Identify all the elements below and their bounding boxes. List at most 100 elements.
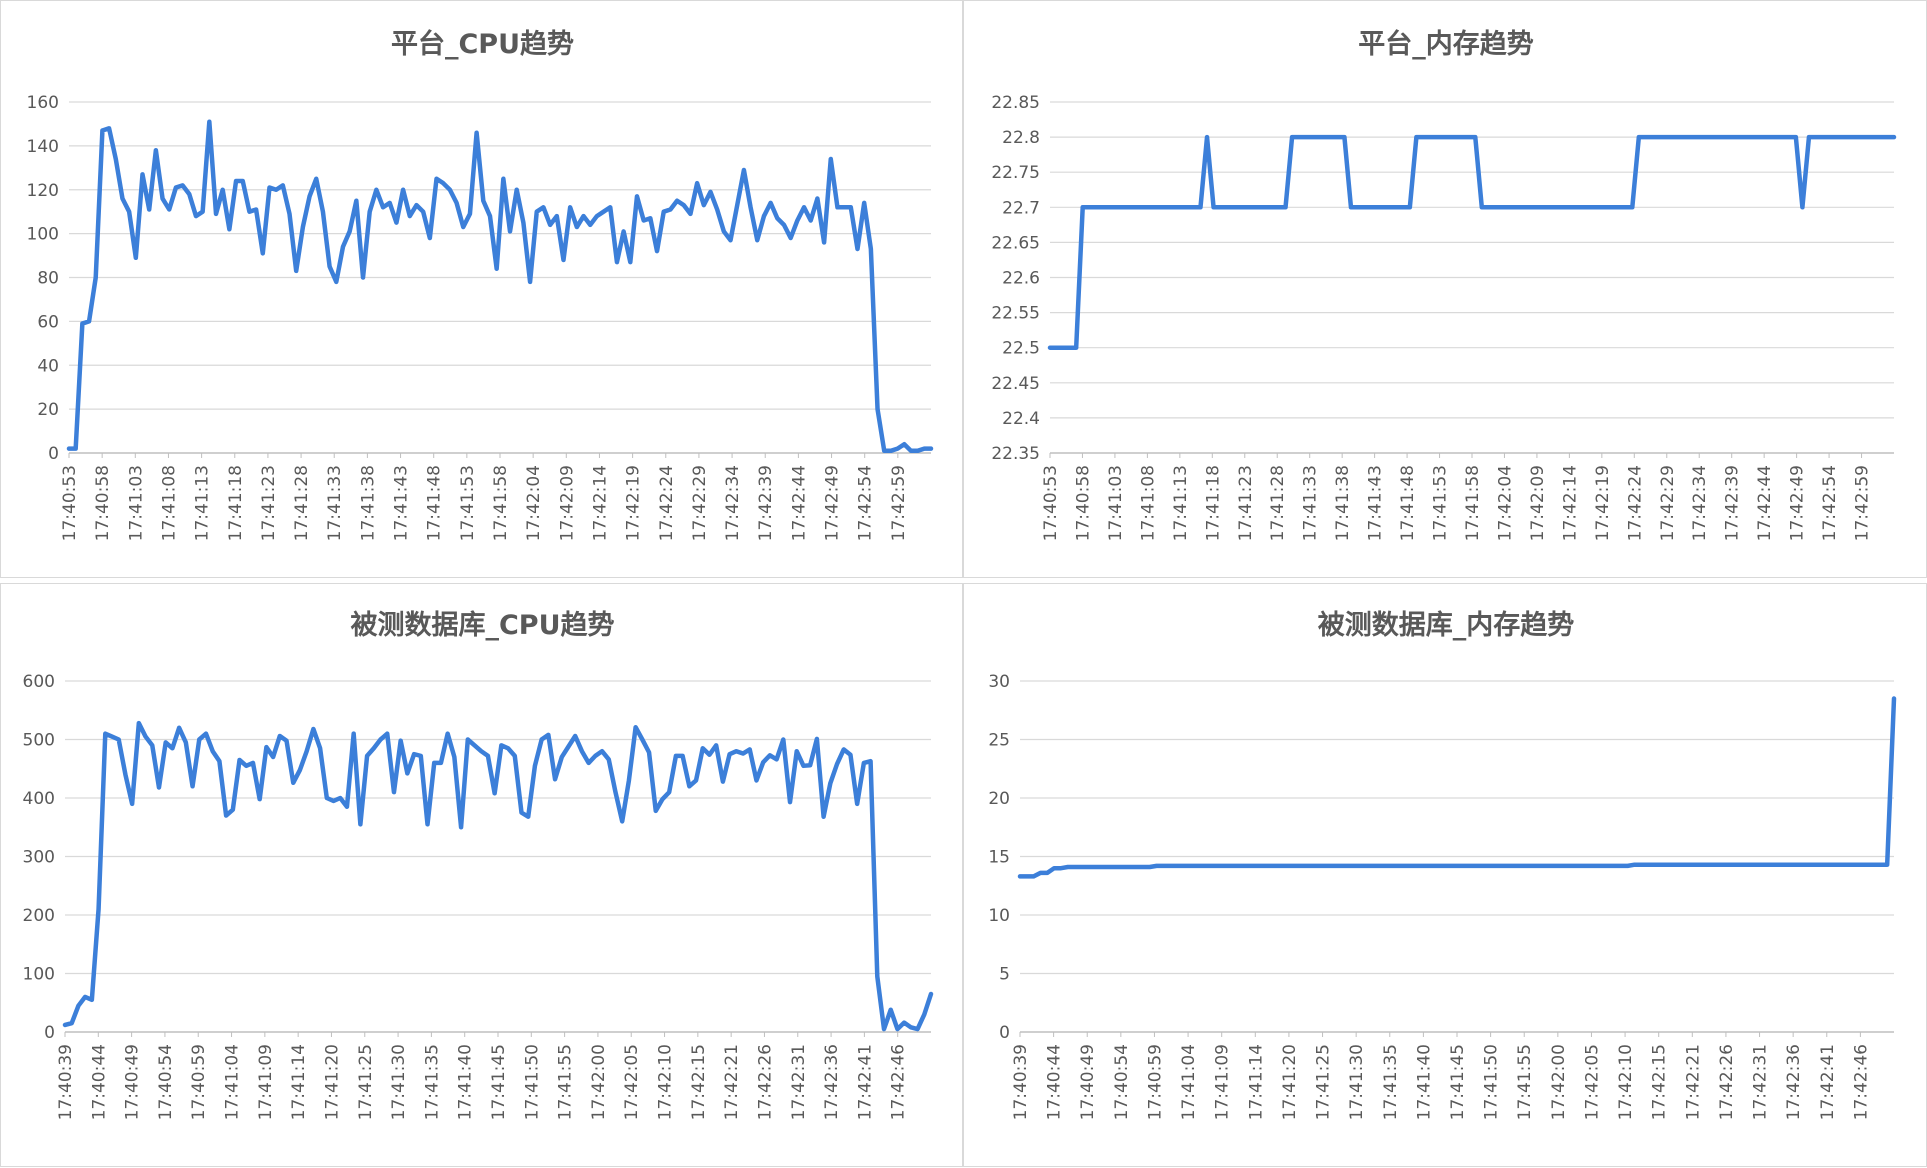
db-memory-x-tick-label: 17:42:36 xyxy=(1784,1044,1804,1120)
platform-cpu-x-tick-label: 17:41:33 xyxy=(325,465,345,541)
db-memory-x-tick-label: 17:42:00 xyxy=(1549,1044,1569,1120)
db-cpu-x-tick-label: 17:41:14 xyxy=(289,1044,309,1120)
platform-memory-x-tick-label: 17:42:49 xyxy=(1788,465,1808,541)
platform-cpu-y-tick-label: 100 xyxy=(27,225,59,245)
db-memory-y-tick-label: 30 xyxy=(988,672,1010,692)
db-memory-y-tick-label: 20 xyxy=(988,789,1010,809)
platform-cpu-x-tick-label: 17:41:13 xyxy=(193,465,213,541)
db-cpu-y-tick-label: 400 xyxy=(23,789,55,809)
db-memory-title: 被测数据库_内存趋势 xyxy=(1318,610,1575,641)
platform-memory-y-tick-label: 22.75 xyxy=(991,163,1040,183)
db-memory-x-tick-label: 17:41:20 xyxy=(1280,1044,1300,1120)
db-memory-x-tick-label: 17:40:39 xyxy=(1011,1044,1031,1120)
db-memory-x-tick-label: 17:42:21 xyxy=(1683,1044,1703,1120)
db-cpu-x-tick-label: 17:41:55 xyxy=(556,1044,576,1120)
platform-cpu-x-tick-label: 17:40:53 xyxy=(60,465,80,541)
db-cpu-x-tick-label: 17:41:09 xyxy=(256,1044,276,1120)
platform-memory-series-line xyxy=(1047,134,1897,350)
platform-cpu-x-tick-label: 17:42:14 xyxy=(590,465,610,541)
platform-memory-y-tick-label: 22.65 xyxy=(991,233,1040,253)
platform-memory-y-tick-label: 22.6 xyxy=(1002,269,1040,289)
db-memory-x-tick-label: 17:42:41 xyxy=(1818,1044,1838,1120)
platform-memory-y-tick-label: 22.7 xyxy=(1002,198,1040,218)
platform-memory-x-tick-label: 17:42:19 xyxy=(1593,465,1613,541)
db-cpu-x-tick-label: 17:41:40 xyxy=(456,1044,476,1120)
db-memory-series-line xyxy=(1017,696,1897,879)
platform-cpu-y-tick-label: 40 xyxy=(37,356,59,376)
platform-cpu-x-tick-label: 17:42:39 xyxy=(756,465,776,541)
chart-panel-db-cpu: 被测数据库_CPU趋势 0 100 200 300 400 500 600 17:40:39 17… xyxy=(0,583,963,1167)
platform-memory-x-tick-label: 17:42:29 xyxy=(1658,465,1678,541)
db-memory-x-tick-label: 17:41:45 xyxy=(1448,1044,1468,1120)
chart-svg-platform-cpu: 平台_CPU趋势 0 20 40 60 80 100 120 140 160 17:40:53 17:… xyxy=(27,28,934,541)
platform-memory-x-tick-label: 17:41:03 xyxy=(1106,465,1126,541)
platform-memory-x-tick-label: 17:41:58 xyxy=(1463,465,1483,541)
db-cpu-y-tick-label: 200 xyxy=(23,906,55,926)
db-cpu-x-tick-label: 17:41:20 xyxy=(322,1044,342,1120)
platform-cpu-x-tick-label: 17:41:23 xyxy=(259,465,279,541)
platform-cpu-x-tick-label: 17:42:29 xyxy=(690,465,710,541)
platform-memory-x-tick-label: 17:42:04 xyxy=(1495,465,1515,541)
db-memory-y-tick-label: 5 xyxy=(999,965,1010,985)
platform-cpu-x-tick-label: 17:40:58 xyxy=(93,465,113,541)
db-cpu-x-tick-label: 17:42:00 xyxy=(589,1044,609,1120)
db-memory-x-tick-label: 17:40:49 xyxy=(1078,1044,1098,1120)
platform-memory-y-tick-label: 22.8 xyxy=(1002,128,1040,148)
platform-cpu-x-tick-label: 17:41:43 xyxy=(392,465,412,541)
platform-memory-x-tick-label: 17:41:18 xyxy=(1203,465,1223,541)
db-memory-y-tick-label: 25 xyxy=(988,731,1010,751)
platform-cpu-y-tick-label: 160 xyxy=(27,93,59,113)
platform-cpu-x-tick-label: 17:41:48 xyxy=(425,465,445,541)
db-cpu-x-tick-label: 17:41:35 xyxy=(422,1044,442,1120)
db-memory-y-tick-label: 0 xyxy=(999,1023,1010,1043)
db-memory-x-tick-label: 17:41:35 xyxy=(1381,1044,1401,1120)
db-cpu-x-tick-label: 17:42:15 xyxy=(689,1044,709,1120)
platform-cpu-title: 平台_CPU趋势 xyxy=(391,28,574,60)
platform-cpu-x-tick-label: 17:41:58 xyxy=(491,465,511,541)
db-cpu-x-tick-label: 17:40:49 xyxy=(123,1044,143,1120)
db-memory-x-tick-label: 17:41:09 xyxy=(1213,1044,1233,1120)
platform-memory-y-tick-label: 22.55 xyxy=(991,304,1040,324)
db-cpu-title: 被测数据库_CPU趋势 xyxy=(350,610,614,641)
platform-memory-x-tick-label: 17:41:33 xyxy=(1301,465,1321,541)
db-memory-x-tick-label: 17:41:50 xyxy=(1482,1044,1502,1120)
db-memory-x-tick-label: 17:40:54 xyxy=(1112,1044,1132,1120)
platform-cpu-x-tick-label: 17:42:04 xyxy=(524,465,544,541)
platform-cpu-y-tick-label: 80 xyxy=(37,269,59,289)
db-memory-x-tick-label: 17:42:15 xyxy=(1650,1044,1670,1120)
platform-cpu-x-tick-label: 17:42:49 xyxy=(823,465,843,541)
platform-cpu-x-tick-label: 17:42:44 xyxy=(789,465,809,541)
db-memory-x-tick-label: 17:41:30 xyxy=(1347,1044,1367,1120)
db-cpu-y-tick-label: 600 xyxy=(23,672,55,692)
platform-memory-x-tick-label: 17:42:54 xyxy=(1820,465,1840,541)
platform-memory-x-tick-label: 17:41:28 xyxy=(1268,465,1288,541)
platform-memory-x-tick-label: 17:42:14 xyxy=(1560,465,1580,541)
db-cpu-x-tick-label: 17:40:54 xyxy=(156,1044,176,1120)
platform-memory-x-tick-label: 17:40:58 xyxy=(1073,465,1093,541)
chart-panel-platform-cpu: 平台_CPU趋势 0 20 40 60 80 100 120 140 160 17:40:53 17:… xyxy=(0,0,963,578)
platform-memory-x-tick-label: 17:41:38 xyxy=(1333,465,1353,541)
platform-memory-title: 平台_内存趋势 xyxy=(1358,28,1534,60)
db-cpu-x-tick-label: 17:42:31 xyxy=(789,1044,809,1120)
platform-memory-y-tick-label: 22.35 xyxy=(991,444,1040,464)
platform-memory-x-tick-label: 17:41:53 xyxy=(1431,465,1451,541)
platform-cpu-x-tick-label: 17:42:19 xyxy=(624,465,644,541)
chart-svg-platform-memory: 平台_内存趋势 22.35 22.4 22.45 22.5 22.55 22.6 22.65 2… xyxy=(991,28,1897,541)
db-cpu-x-tick-label: 17:41:50 xyxy=(522,1044,542,1120)
platform-memory-y-tick-label: 22.5 xyxy=(1002,339,1040,359)
platform-cpu-x-tick-label: 17:42:54 xyxy=(856,465,876,541)
db-memory-x-tick-label: 17:42:46 xyxy=(1851,1044,1871,1120)
platform-memory-x-tick-label: 17:41:13 xyxy=(1171,465,1191,541)
db-cpu-series-line xyxy=(62,720,934,1032)
chart-panel-platform-memory: 平台_内存趋势 22.35 22.4 22.45 22.5 22.55 22.6 22.65 2… xyxy=(963,0,1927,578)
platform-memory-x-tick-label: 17:41:43 xyxy=(1366,465,1386,541)
platform-memory-x-tick-label: 17:40:53 xyxy=(1041,465,1061,541)
platform-cpu-x-tick-label: 17:41:28 xyxy=(292,465,312,541)
platform-cpu-y-tick-label: 0 xyxy=(48,444,59,464)
db-cpu-x-tick-label: 17:42:41 xyxy=(855,1044,875,1120)
platform-cpu-y-tick-label: 140 xyxy=(27,137,59,157)
db-cpu-x-tick-label: 17:42:36 xyxy=(822,1044,842,1120)
db-cpu-y-tick-label: 500 xyxy=(23,731,55,751)
db-memory-x-tick-label: 17:40:44 xyxy=(1045,1044,1065,1120)
db-memory-x-tick-label: 17:41:25 xyxy=(1314,1044,1334,1120)
